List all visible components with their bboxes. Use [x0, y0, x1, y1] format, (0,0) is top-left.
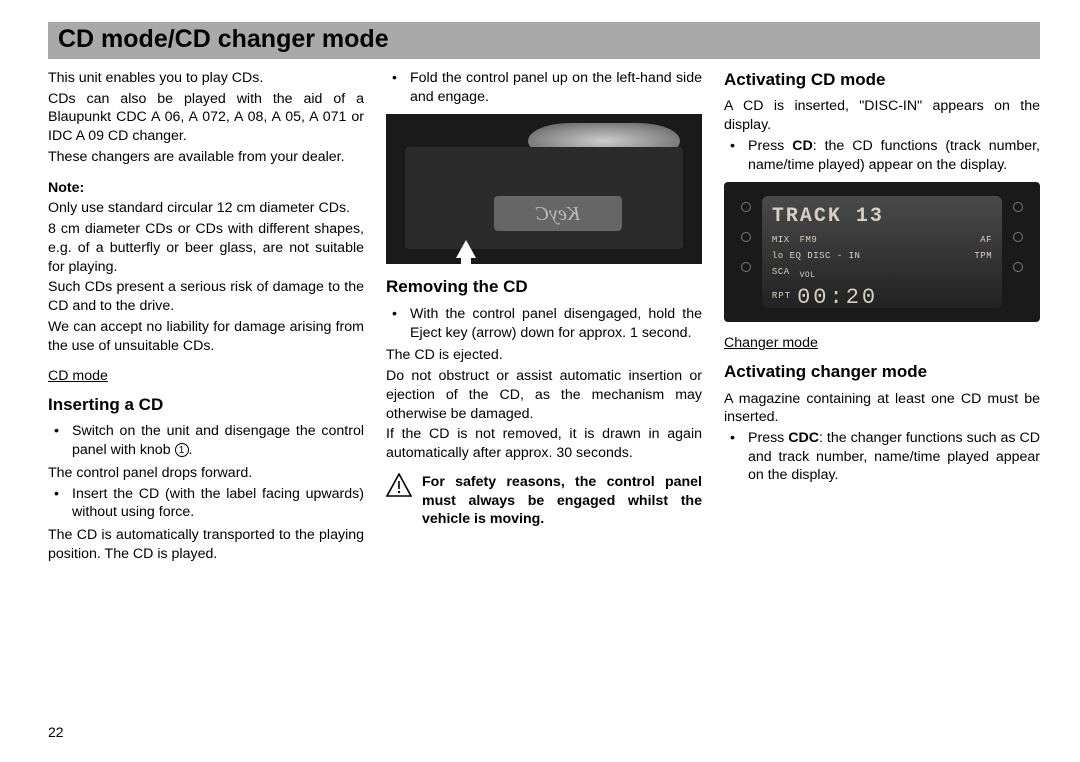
changer-mode-label: Changer mode [724, 334, 1040, 353]
removing-p1: The CD is ejected. [386, 346, 702, 365]
button-dot [741, 262, 751, 272]
inserting-bullet-1: Switch on the unit and disengage the con… [48, 422, 364, 459]
section-title-bar: CD mode/CD changer mode [48, 22, 1040, 59]
note-p1: Only use standard circular 12 cm diamete… [48, 199, 364, 218]
activating-changer-heading: Activating changer mode [724, 361, 1040, 383]
disp-fm: FM9 [800, 235, 818, 247]
button-dot [741, 232, 751, 242]
activating-cd-heading: Activating CD mode [724, 69, 1040, 91]
inserting-bullets: Switch on the unit and disengage the con… [48, 422, 364, 459]
display-mid-row2: lo EQ DISC - IN TPM [772, 251, 992, 263]
removing-p3: If the CD is not removed, it is drawn in… [386, 425, 702, 462]
removing-bullet-1: With the control panel disengaged, hold … [386, 305, 702, 342]
display-right-buttons [1005, 202, 1030, 272]
radio-display-photo: TRACK 13 MIX FM9 AF lo EQ DISC - IN TPM … [724, 182, 1040, 322]
chg-b1-bold: CDC [788, 430, 819, 446]
column-1: This unit enables you to play CDs. CDs c… [48, 69, 364, 566]
knob-1-icon: 1 [175, 443, 189, 457]
display-track-line: TRACK 13 [772, 204, 992, 230]
section-title: CD mode/CD changer mode [58, 25, 1030, 54]
page-number: 22 [48, 724, 64, 740]
safety-warning-text: For safety reasons, the control panel mu… [422, 473, 702, 529]
lcd-display: TRACK 13 MIX FM9 AF lo EQ DISC - IN TPM … [762, 196, 1002, 308]
activating-cd-bullets: Press CD: the CD functions (track number… [724, 137, 1040, 174]
activating-changer-p1: A magazine containing at least one CD mu… [724, 390, 1040, 427]
button-dot [1013, 232, 1023, 242]
display-time-line: RPT 00:20 [772, 283, 992, 312]
inserting-p1: The control panel drops forward. [48, 464, 364, 483]
three-column-layout: This unit enables you to play CDs. CDs c… [48, 69, 1040, 566]
ins-b1-text-a: Switch on the unit and disengage the con… [72, 423, 364, 458]
activating-cd-p1: A CD is inserted, "DISC-IN" appears on t… [724, 97, 1040, 134]
note-p2: 8 cm diameter CDs or CDs with different … [48, 220, 364, 276]
button-dot [1013, 262, 1023, 272]
keycard-graphic: KeyC [494, 196, 622, 231]
removing-bullets: With the control panel disengaged, hold … [386, 305, 702, 342]
removing-cd-heading: Removing the CD [386, 276, 702, 298]
note-p4: We can accept no liability for damage ar… [48, 318, 364, 355]
disp-discin: lo EQ DISC - IN [772, 251, 861, 263]
disp-sca: SCA [772, 267, 790, 282]
removing-p2: Do not obstruct or assist automatic inse… [386, 367, 702, 423]
activating-changer-bullet-1: Press CDC: the changer functions such as… [724, 429, 1040, 485]
ins-b1-text-b: . [189, 442, 193, 458]
fold-bullet-1: Fold the control panel up on the left-ha… [386, 69, 702, 106]
column-3: Activating CD mode A CD is inserted, "DI… [724, 69, 1040, 566]
note-label: Note: [48, 179, 364, 198]
inserting-bullets-2: Insert the CD (with the label facing upw… [48, 485, 364, 522]
cd-slot-photo: KeyC [386, 114, 702, 264]
disp-rpt: RPT [772, 291, 791, 301]
fold-bullets: Fold the control panel up on the left-ha… [386, 69, 702, 106]
inserting-cd-heading: Inserting a CD [48, 394, 364, 416]
intro-p1: This unit enables you to play CDs. [48, 69, 364, 88]
display-mid-row3: SCA VOL [772, 267, 992, 282]
chg-b1-a: Press [748, 430, 788, 446]
display-mid-row1: MIX FM9 AF [772, 235, 992, 247]
disp-tpm: TPM [974, 251, 992, 263]
button-dot [741, 202, 751, 212]
disp-time: 00:20 [797, 285, 878, 310]
intro-p2: CDs can also be played with the aid of a… [48, 90, 364, 146]
note-p3: Such CDs present a serious risk of damag… [48, 278, 364, 315]
display-left-buttons [733, 202, 758, 272]
button-dot [1013, 202, 1023, 212]
activating-changer-bullets: Press CDC: the changer functions such as… [724, 429, 1040, 485]
inserting-p2: The CD is automatically transported to t… [48, 526, 364, 563]
disp-af: AF [980, 235, 992, 247]
safety-warning: For safety reasons, the control panel mu… [386, 473, 702, 531]
intro-p3: These changers are available from your d… [48, 148, 364, 167]
disp-mix: MIX [772, 235, 790, 247]
eject-arrow-icon [456, 240, 476, 258]
cd-mode-label: CD mode [48, 367, 364, 386]
manual-page: CD mode/CD changer mode This unit enable… [0, 0, 1080, 762]
act-b1-bold: CD [792, 138, 813, 154]
activating-cd-bullet-1: Press CD: the CD functions (track number… [724, 137, 1040, 174]
warning-triangle-icon [386, 473, 412, 497]
disp-vol: VOL [800, 271, 816, 282]
cd-slot-body: KeyC [405, 147, 683, 249]
inserting-bullet-2: Insert the CD (with the label facing upw… [48, 485, 364, 522]
column-2: Fold the control panel up on the left-ha… [386, 69, 702, 566]
eject-arrow-stem [461, 257, 471, 264]
act-b1-a: Press [748, 138, 792, 154]
